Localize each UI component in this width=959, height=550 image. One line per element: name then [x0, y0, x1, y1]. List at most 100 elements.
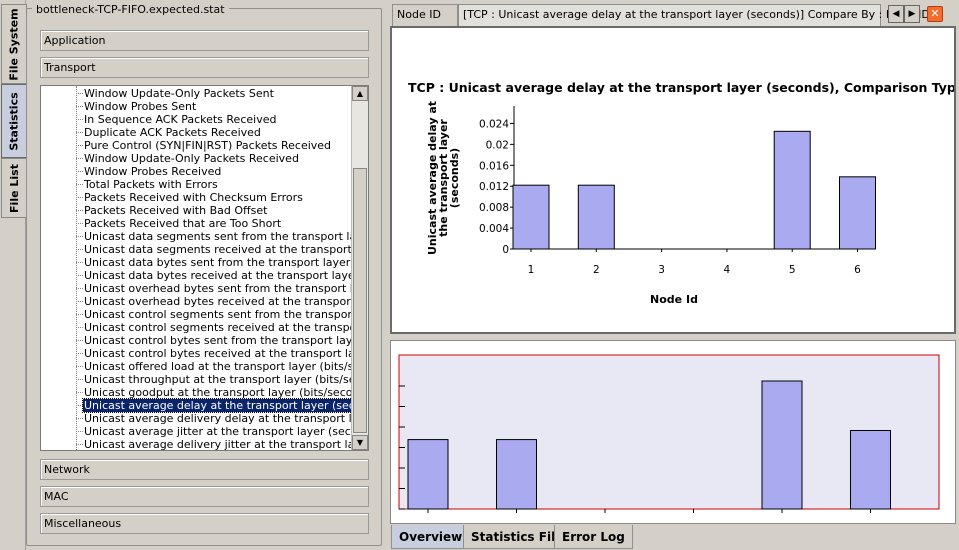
- close-icon[interactable]: ✕: [927, 6, 943, 22]
- tree-connector-tick: [76, 340, 83, 341]
- y-tick-label: 0.008: [479, 202, 509, 214]
- left-arrow-icon[interactable]: ◀: [888, 5, 904, 23]
- chart-tab-strip: Node ID [TCP : Unicast average delay at …: [390, 4, 959, 26]
- y-tick-label: 0.012: [479, 181, 509, 193]
- bottom-tab-strip: Overview Statistics File Error Log: [390, 525, 959, 550]
- tree-item[interactable]: Unicast throughput at the transport laye…: [84, 373, 369, 386]
- tree-item[interactable]: Packets Received with Bad Offset: [84, 204, 268, 217]
- tree-connector-tick: [76, 158, 83, 159]
- tree-item[interactable]: Unicast control bytes received at the tr…: [84, 347, 369, 360]
- tree-connector-tick: [76, 93, 83, 94]
- tree-connector-tick: [76, 275, 83, 276]
- tree-connector-tick: [76, 314, 83, 315]
- tab-file-list[interactable]: File List: [1, 158, 27, 218]
- comparison-bar-chart: TCP : Unicast average delay at the trans…: [408, 80, 959, 306]
- tree-item[interactable]: Window Update-Only Packets Received: [84, 152, 299, 165]
- tree-item[interactable]: Duplicate ACK Packets Received: [84, 126, 261, 139]
- tree-scrollbar[interactable]: ▲ ▼: [351, 86, 368, 450]
- x-tick-label: 5: [789, 264, 796, 276]
- tree-connector-tick: [76, 418, 83, 419]
- stat-file-title: bottleneck-TCP-FIFO.expected.stat: [32, 3, 229, 16]
- tree-item[interactable]: Packets Received that are Too Short: [84, 217, 282, 230]
- overview-bar-node-6: [850, 429, 891, 510]
- tree-item[interactable]: Unicast average jitter at the transport …: [84, 425, 369, 438]
- x-tick-label: 3: [658, 264, 665, 276]
- x-tick-label: 1: [528, 264, 535, 276]
- tree-item[interactable]: Unicast average delivery jitter at the t…: [84, 438, 369, 451]
- tree-connector-tick: [76, 106, 83, 107]
- tree-connector-tick: [76, 366, 83, 367]
- y-axis-label-line1: Unicast average delay at: [426, 101, 439, 255]
- overview-bar-node-5: [761, 380, 803, 510]
- tree-item[interactable]: Unicast data bytes sent from the transpo…: [84, 256, 369, 269]
- category-miscellaneous[interactable]: Miscellaneous: [40, 513, 369, 534]
- tree-item[interactable]: Unicast average delay at the transport l…: [81, 398, 368, 413]
- tab-file-list-label: File List: [7, 163, 21, 213]
- tree-item[interactable]: Unicast offered load at the transport la…: [84, 360, 369, 373]
- scroll-up-icon[interactable]: ▲: [352, 86, 368, 101]
- x-axis-label: Node Id: [650, 293, 698, 306]
- bar-node-1[interactable]: [512, 184, 550, 250]
- y-axis-label-line2: the transport layer: [437, 119, 450, 237]
- tree-connector-tick: [76, 197, 83, 198]
- tree-item[interactable]: Unicast control segments sent from the t…: [84, 308, 369, 321]
- x-tick-label: 4: [724, 264, 731, 276]
- y-tick-label: 0: [502, 244, 509, 256]
- tab-statistics[interactable]: Statistics: [1, 84, 27, 158]
- chart-title: TCP : Unicast average delay at the trans…: [408, 80, 954, 95]
- overview-chart: [398, 354, 940, 513]
- tab-comparison-chart[interactable]: [TCP : Unicast average delay at the tran…: [458, 4, 930, 26]
- tree-item[interactable]: Total Packets with Errors: [84, 178, 218, 191]
- tree-item[interactable]: Unicast data segments sent from the tran…: [84, 230, 369, 243]
- tree-item[interactable]: Pure Control (SYN|FIN|RST) Packets Recei…: [84, 139, 332, 152]
- y-tick-label: 0.02: [486, 139, 509, 151]
- tree-item[interactable]: Unicast data segments received at the tr…: [84, 243, 369, 256]
- tab-file-system-label: File System: [7, 7, 21, 81]
- overview-bar-node-2: [496, 439, 537, 510]
- tree-connector-tick: [76, 262, 83, 263]
- tree-connector-tick: [76, 405, 83, 406]
- y-tick-label: 0.024: [479, 118, 509, 130]
- tab-statistics-label: Statistics: [7, 91, 21, 151]
- x-tick-label: 2: [593, 264, 600, 276]
- tree-item[interactable]: Unicast overhead bytes sent from the tra…: [84, 282, 369, 295]
- tree-connector-tick: [76, 327, 83, 328]
- tree-connector-tick: [76, 353, 83, 354]
- tree-item[interactable]: Window Probes Received: [84, 165, 222, 178]
- tree-connector-tick: [76, 392, 83, 393]
- tab-statistics-file[interactable]: Statistics File: [463, 525, 572, 549]
- overview-panel: [390, 340, 956, 524]
- y-tick-label: 0.004: [479, 223, 509, 235]
- tree-item[interactable]: In Sequence ACK Packets Received: [84, 113, 277, 126]
- category-application[interactable]: Application: [40, 30, 369, 51]
- chart-panel: TCP : Unicast average delay at the trans…: [390, 26, 959, 334]
- tab-file-system[interactable]: File System: [1, 4, 27, 84]
- tree-item[interactable]: Window Probes Sent: [84, 100, 197, 113]
- tree-item[interactable]: Unicast control segments received at the…: [84, 321, 369, 334]
- scroll-down-icon[interactable]: ▼: [352, 435, 368, 450]
- bar-node-2[interactable]: [577, 184, 615, 250]
- category-transport[interactable]: Transport: [40, 57, 369, 78]
- tree-item[interactable]: Window Update-Only Packets Sent: [84, 87, 274, 100]
- bar-node-5[interactable]: [773, 130, 811, 250]
- tree-item[interactable]: Unicast overhead bytes received at the t…: [84, 295, 369, 308]
- overview-bars: [399, 380, 891, 513]
- tab-node-id[interactable]: Node ID: [392, 4, 458, 26]
- tree-item[interactable]: Unicast data bytes received at the trans…: [84, 269, 369, 282]
- statistics-tree[interactable]: Window Update-Only Packets Sent Window Pr…: [40, 85, 369, 451]
- tab-error-log[interactable]: Error Log: [554, 525, 633, 549]
- scroll-thumb[interactable]: [353, 168, 367, 433]
- tree-item[interactable]: Packets Received with Checksum Errors: [84, 191, 303, 204]
- tree-connector-tick: [76, 249, 83, 250]
- overview-bar-node-1: [407, 439, 449, 510]
- tree-item[interactable]: Unicast goodput at the transport layer (…: [84, 386, 369, 399]
- bar-node-6[interactable]: [839, 176, 876, 250]
- category-network[interactable]: Network: [40, 459, 369, 480]
- tab-overview[interactable]: Overview: [391, 525, 471, 549]
- tree-connector-tick: [76, 236, 83, 237]
- tree-connector-tick: [76, 431, 83, 432]
- right-arrow-icon[interactable]: ▶: [904, 5, 920, 23]
- tree-item[interactable]: Unicast control bytes sent from the tran…: [84, 334, 369, 347]
- tree-item[interactable]: Unicast average delivery delay at the tr…: [84, 412, 369, 425]
- category-mac[interactable]: MAC: [40, 486, 369, 507]
